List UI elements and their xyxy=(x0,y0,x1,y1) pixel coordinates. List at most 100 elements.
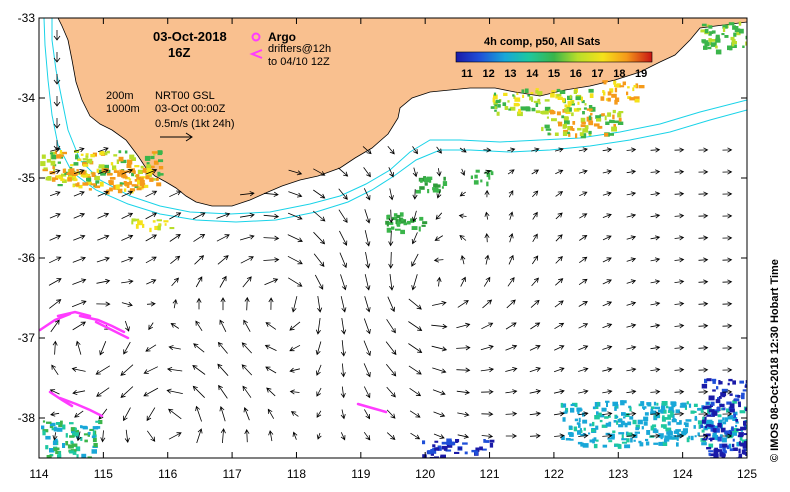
current-arrow xyxy=(602,257,612,263)
current-arrow xyxy=(96,387,110,397)
current-arrow xyxy=(456,322,471,329)
lon-tick-label: 115 xyxy=(94,467,113,481)
current-arrow xyxy=(315,318,321,335)
sst-pixel xyxy=(704,378,708,384)
current-arrow xyxy=(626,389,637,395)
sst-pixel xyxy=(157,171,161,177)
sst-pixel xyxy=(728,22,735,26)
current-arrow xyxy=(532,233,538,243)
current-arrow xyxy=(480,367,495,373)
sst-pixel xyxy=(391,226,395,230)
current-arrow xyxy=(674,279,685,285)
sst-pixel xyxy=(137,220,143,226)
sst-pixel xyxy=(685,419,692,422)
sst-pixel xyxy=(57,184,63,187)
current-arrow xyxy=(578,301,588,307)
sst-pixel xyxy=(621,438,627,441)
sst-pixel xyxy=(609,119,612,123)
sst-pixel xyxy=(574,418,578,422)
sst-pixel xyxy=(103,164,109,169)
sst-pixel xyxy=(626,91,629,96)
sst-pixel xyxy=(454,451,460,454)
sst-pixel xyxy=(602,444,608,448)
isobath-1000m-label: 1000m xyxy=(106,103,140,115)
sst-pixel xyxy=(694,415,697,419)
sst-pixel xyxy=(513,102,519,107)
current-arrow xyxy=(408,365,422,375)
sst-pixel xyxy=(588,133,592,136)
sst-pixel xyxy=(731,426,734,432)
sst-pixel xyxy=(607,97,611,102)
sst-pixel xyxy=(108,180,114,186)
sst-pixel xyxy=(738,448,741,454)
current-arrow xyxy=(602,191,612,197)
sst-pixel xyxy=(76,436,80,439)
current-arrow xyxy=(674,411,685,417)
latitude-axis: -33 -34 -35 -36 -37 -38 xyxy=(18,11,747,425)
sst-pixel xyxy=(621,441,627,444)
sst-pixel xyxy=(672,414,675,419)
current-arrow xyxy=(243,407,250,421)
sst-pixel xyxy=(635,83,639,89)
sst-pixel xyxy=(117,172,121,177)
current-arrow xyxy=(121,190,134,197)
sst-pixel xyxy=(163,220,169,223)
sst-pixel xyxy=(91,435,96,439)
current-arrow xyxy=(626,235,637,241)
lon-tick-label: 124 xyxy=(673,467,693,481)
sst-pixel xyxy=(737,401,741,405)
sst-pixel xyxy=(745,380,747,384)
sst-pixel xyxy=(52,165,55,170)
current-arrow xyxy=(650,411,661,417)
sst-pixel xyxy=(53,458,58,462)
sst-pixel xyxy=(457,447,462,450)
current-arrow xyxy=(53,140,61,151)
sst-pixel xyxy=(690,410,695,414)
sst-pixel xyxy=(722,24,728,29)
current-arrow xyxy=(532,211,538,220)
sst-pixel xyxy=(593,443,598,449)
sst-pixel xyxy=(665,437,670,442)
current-arrow xyxy=(457,411,470,417)
current-arrow xyxy=(505,433,518,439)
current-arrow xyxy=(217,341,228,354)
current-arrow xyxy=(265,322,277,330)
current-arrow xyxy=(386,432,396,440)
sst-pixel xyxy=(719,434,723,438)
sst-pixel xyxy=(485,440,490,443)
sst-pixel xyxy=(546,116,549,119)
sst-pixel xyxy=(53,438,58,443)
sst-pixel xyxy=(602,90,605,93)
sst-pixel xyxy=(117,188,123,194)
sst-pixel xyxy=(544,106,551,111)
current-arrow xyxy=(529,411,542,417)
colorbar-ticks: 11 12 13 14 15 16 17 18 19 xyxy=(461,68,647,80)
sst-pixel xyxy=(738,453,743,458)
sst-pixel xyxy=(535,110,541,114)
sst-pixel xyxy=(590,106,596,112)
sst-pixel xyxy=(93,443,98,448)
current-arrow xyxy=(268,297,274,310)
sst-pixel xyxy=(544,124,550,129)
current-arrow xyxy=(76,431,82,442)
sst-pixel xyxy=(713,453,719,458)
current-arrow xyxy=(220,297,226,311)
sst-pixel xyxy=(602,91,606,96)
sst-pixel xyxy=(658,441,663,446)
current-arrow xyxy=(243,319,251,332)
sst-pixel xyxy=(421,224,426,227)
current-arrow xyxy=(602,169,613,175)
sst-pixel xyxy=(620,400,625,406)
sst-pixel xyxy=(497,104,501,108)
current-arrow xyxy=(602,279,612,285)
current-arrow xyxy=(435,212,443,220)
sst-pixel xyxy=(643,407,646,410)
sst-pixel xyxy=(393,213,398,217)
sst-pixel xyxy=(76,169,79,172)
sst-pixel xyxy=(386,222,389,227)
sst-pixel xyxy=(731,431,737,436)
sst-pixel xyxy=(641,426,644,430)
sst-pixel xyxy=(571,112,574,117)
sst-pixel xyxy=(653,429,659,434)
